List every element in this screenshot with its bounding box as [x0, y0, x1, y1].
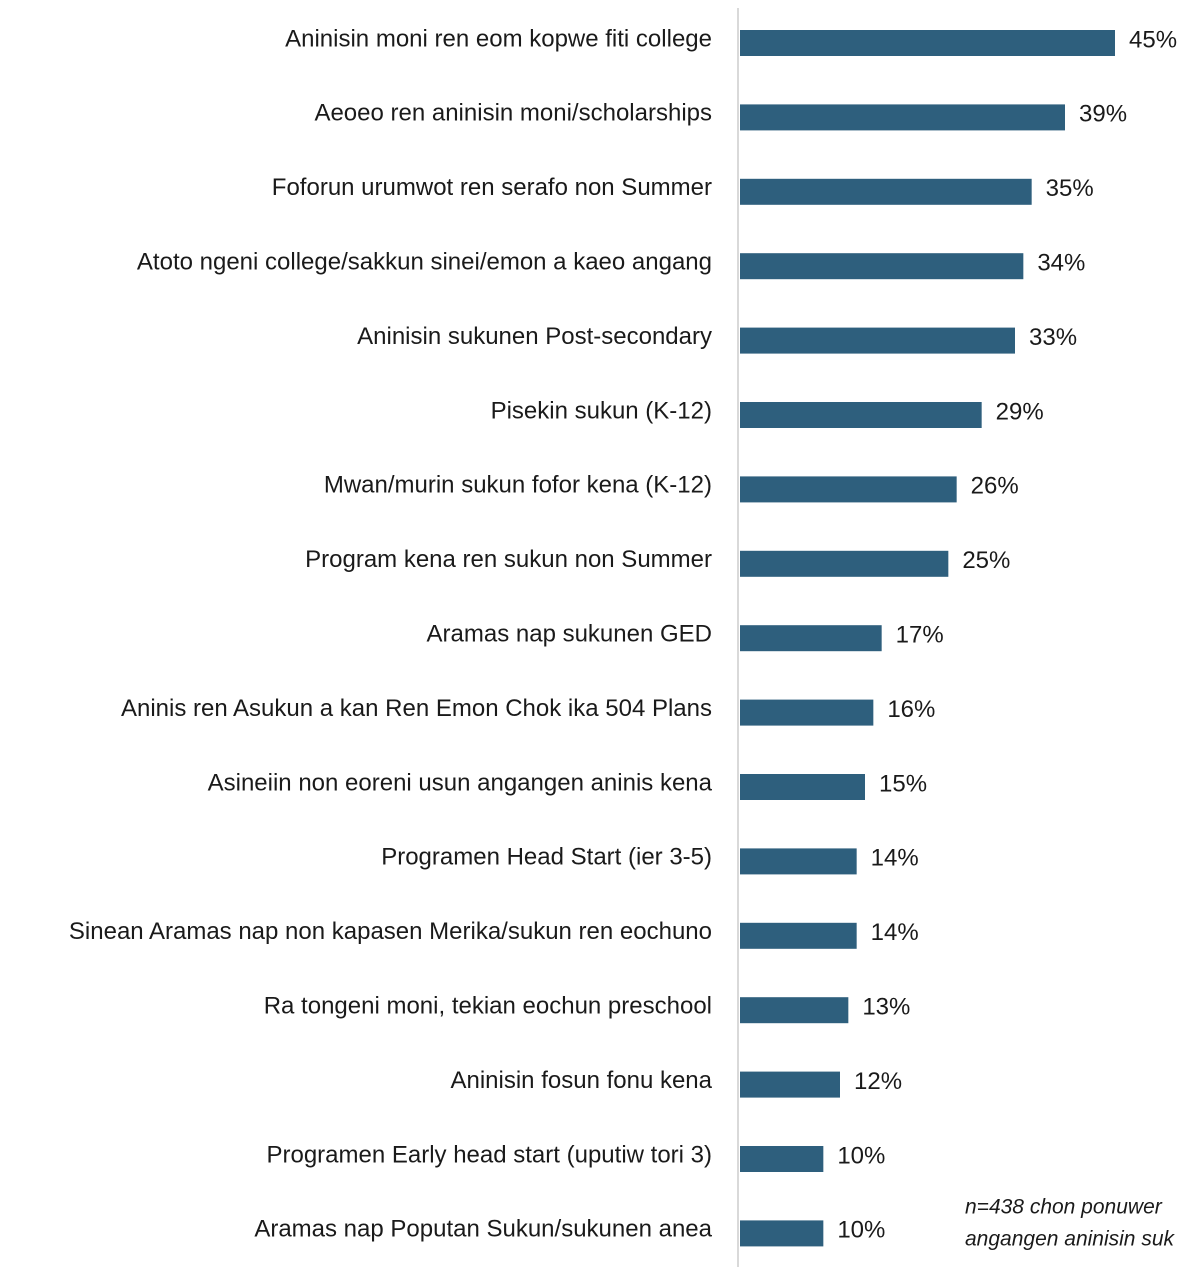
bar	[740, 104, 1065, 131]
category-label: Pisekin sukun (K-12)	[491, 397, 712, 424]
value-label: 35%	[1046, 175, 1094, 202]
value-label: 26%	[971, 473, 1019, 500]
bar	[740, 1146, 824, 1172]
bar	[740, 476, 957, 503]
value-label: 17%	[896, 622, 944, 649]
annotation: angangen aninisin suk	[965, 1228, 1175, 1251]
bar	[740, 1220, 824, 1247]
value-label: 16%	[887, 696, 935, 723]
category-label: Aninisin sukunen Post-secondary	[357, 323, 712, 350]
value-label: 13%	[862, 994, 910, 1021]
value-label: 12%	[854, 1068, 902, 1095]
bar	[740, 774, 865, 800]
bar	[740, 550, 949, 577]
value-label: 33%	[1029, 324, 1077, 351]
value-label: 10%	[837, 1142, 885, 1169]
annotation: n=438 chon ponuwer	[965, 1196, 1163, 1219]
category-label: Mwan/murin sukun fofor kena (K-12)	[324, 472, 712, 499]
value-label: 39%	[1079, 101, 1127, 128]
value-label: 45%	[1129, 26, 1177, 53]
category-label: Program kena ren sukun non Summer	[305, 546, 712, 573]
category-label: Aninis ren Asukun a kan Ren Emon Chok ik…	[121, 695, 712, 722]
category-label: Aninisin fosun fonu kena	[450, 1067, 712, 1094]
value-label: 10%	[837, 1217, 885, 1244]
value-label: 14%	[871, 919, 919, 946]
category-label: Aninisin moni ren eom kopwe fiti college	[285, 25, 712, 52]
category-label: Aeoeo ren aninisin moni/scholarships	[314, 100, 712, 127]
bar	[740, 253, 1024, 280]
bar	[740, 402, 982, 428]
category-label: Programen Early head start (uputiw tori …	[266, 1141, 712, 1168]
value-label: 25%	[962, 547, 1010, 574]
value-label: 34%	[1037, 250, 1085, 277]
category-label: Programen Head Start (ier 3-5)	[381, 844, 712, 871]
bar	[740, 178, 1032, 205]
value-label: 29%	[996, 398, 1044, 425]
category-label: Asineiin non eoreni usun angangen aninis…	[208, 769, 713, 796]
bar	[740, 997, 849, 1024]
bar	[740, 625, 882, 652]
category-label: Ra tongeni moni, tekian eochun preschool	[264, 993, 712, 1020]
bar	[740, 30, 1115, 56]
category-label: Aramas nap Poputan Sukun/sukunen anea	[254, 1216, 712, 1243]
category-label: Foforun urumwot ren serafo non Summer	[272, 174, 712, 201]
bar	[740, 922, 857, 949]
category-label: Aramas nap sukunen GED	[427, 621, 712, 648]
category-label: Sinean Aramas nap non kapasen Merika/suk…	[69, 918, 712, 945]
bar	[740, 699, 874, 726]
bar	[740, 848, 857, 875]
value-label: 14%	[871, 845, 919, 872]
value-label: 15%	[879, 770, 927, 797]
bar	[740, 1071, 840, 1098]
category-label: Atoto ngeni college/sakkun sinei/emon a …	[137, 249, 712, 276]
bar	[740, 327, 1015, 354]
